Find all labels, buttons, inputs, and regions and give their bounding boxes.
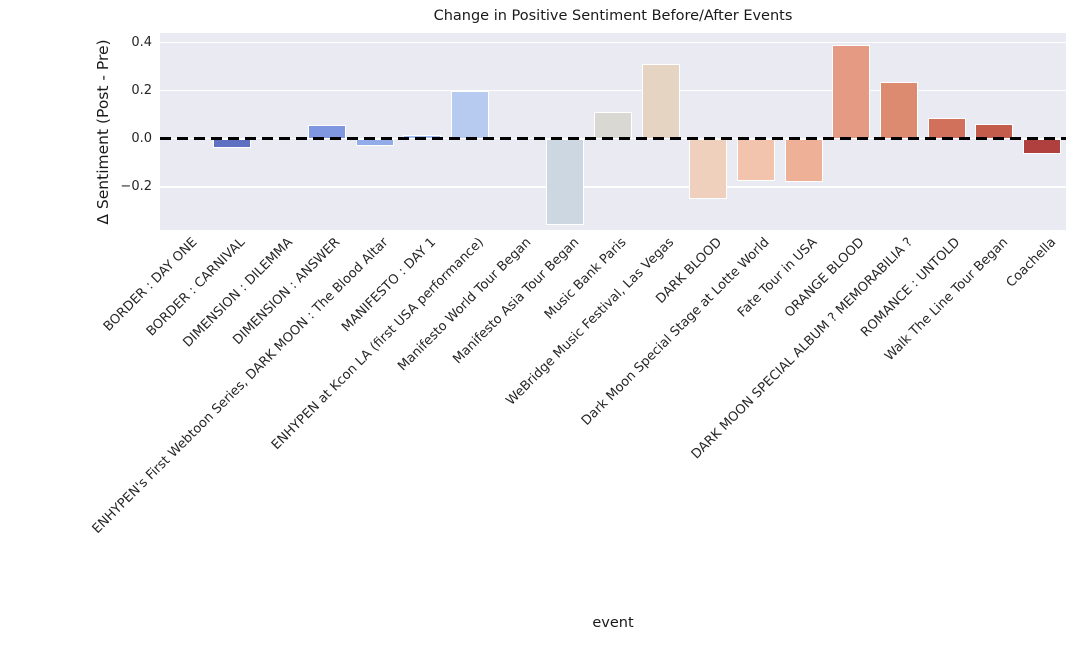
y-tick-label: −0.2 bbox=[120, 179, 152, 195]
x-tick-label: BORDER : DAY ONE bbox=[100, 235, 201, 335]
gridline bbox=[160, 186, 1066, 188]
y-tick-label: 0.4 bbox=[131, 35, 152, 51]
zero-baseline bbox=[160, 137, 1066, 140]
bar-12 bbox=[737, 138, 776, 181]
bar-10 bbox=[641, 64, 680, 139]
x-tick-label: MANIFESTO : DAY 1 bbox=[338, 235, 439, 336]
plot-area bbox=[160, 33, 1066, 230]
bar-1 bbox=[212, 138, 251, 149]
bar-8 bbox=[546, 138, 585, 226]
bar-14 bbox=[832, 45, 871, 139]
y-tick-label: 0.2 bbox=[131, 83, 152, 99]
bar-15 bbox=[880, 82, 919, 139]
x-tick-label: DARK MOON SPECIAL ALBUM ? MEMORABILIA ? bbox=[688, 235, 916, 463]
chart-title: Change in Positive Sentiment Before/Afte… bbox=[433, 8, 793, 24]
bar-16 bbox=[927, 118, 966, 139]
bar-9 bbox=[594, 112, 632, 139]
x-tick-label: WeBridge Music Festival, Las Vegas bbox=[503, 235, 678, 409]
bar-13 bbox=[784, 138, 823, 182]
gridline bbox=[160, 41, 1066, 44]
gridline bbox=[160, 89, 1066, 92]
x-tick-label: Coachella bbox=[1003, 235, 1059, 291]
x-axis-label: event bbox=[592, 615, 634, 631]
bar-6 bbox=[450, 90, 489, 139]
bar-11 bbox=[689, 138, 728, 199]
bar-18 bbox=[1023, 138, 1062, 155]
x-tick-label: Music Bank Paris bbox=[542, 235, 630, 323]
y-tick-label: 0.0 bbox=[131, 131, 152, 147]
